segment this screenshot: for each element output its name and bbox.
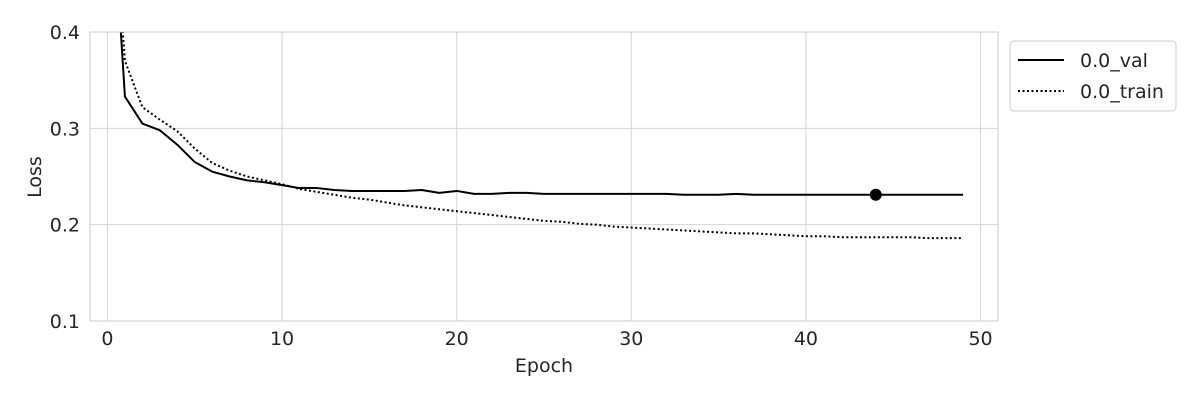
x-tick-label: 10 <box>270 328 294 350</box>
best-epoch-marker <box>869 188 882 201</box>
tick-labels: 0 10 20 30 40 50 0.1 0.2 0.3 0.4 <box>50 22 993 350</box>
legend: 0.0_val 0.0_train <box>1009 40 1177 112</box>
x-tick-label: 40 <box>794 328 818 350</box>
x-tick-label: 0 <box>101 328 113 350</box>
y-tick-label: 0.2 <box>50 215 80 237</box>
y-tick-label: 0.3 <box>50 118 80 140</box>
plot-background <box>90 32 998 321</box>
x-tick-label: 30 <box>619 328 643 350</box>
plot-frame <box>89 31 999 322</box>
legend-box <box>1009 40 1177 112</box>
annotation-markers <box>869 188 882 201</box>
series-lines <box>119 32 964 240</box>
x-axis-label: Epoch <box>515 355 573 377</box>
series-line-val <box>119 32 964 196</box>
y-tick-label: 0.4 <box>50 22 80 44</box>
y-axis-label: Loss <box>24 156 46 198</box>
x-tick-label: 20 <box>445 328 469 350</box>
series-line-train <box>121 32 964 240</box>
legend-label-val: 0.0_val <box>1080 50 1148 72</box>
x-tick-label: 50 <box>968 328 992 350</box>
y-tick-label: 0.1 <box>50 311 80 333</box>
legend-label-train: 0.0_train <box>1080 81 1164 103</box>
